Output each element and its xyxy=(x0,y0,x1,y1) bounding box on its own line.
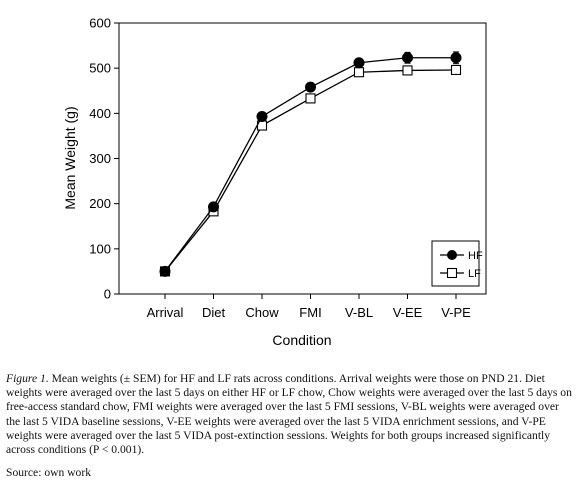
x-axis: Arrival Diet Chow FMI V-BL V-EE V-PE xyxy=(147,294,471,320)
x-tick-label: Diet xyxy=(202,305,226,320)
legend-box xyxy=(431,240,480,287)
legend-marker-hf xyxy=(447,250,457,260)
y-tick-label: 200 xyxy=(89,196,111,211)
weight-line-chart: 0 100 200 300 400 500 600 Arrival Diet Chow FMI V-… xyxy=(62,16,487,348)
x-tick-label: Chow xyxy=(245,305,279,320)
data-point-hf xyxy=(353,57,365,69)
series-layer xyxy=(159,51,462,277)
legend: HF LF xyxy=(431,240,483,287)
y-tick-label: 300 xyxy=(89,151,111,166)
data-point-hf xyxy=(208,201,219,213)
source-note: Source: own work xyxy=(6,466,92,479)
data-point-hf xyxy=(305,81,316,93)
data-point-hf xyxy=(402,52,413,64)
legend-label-lf: LF xyxy=(468,268,481,280)
legend-marker-lf xyxy=(446,267,458,279)
x-tick-label: V-EE xyxy=(393,305,423,320)
figure-caption: Figure 1. Mean weights (± SEM) for HF an… xyxy=(6,372,574,457)
x-tick-label: V-BL xyxy=(345,305,373,320)
y-axis: 0 100 200 300 400 500 600 xyxy=(89,16,119,302)
y-tick-label: 500 xyxy=(89,61,111,76)
data-point-hf xyxy=(450,52,462,64)
series-hf xyxy=(159,51,462,277)
y-tick-label: 600 xyxy=(89,16,111,31)
plot-frame xyxy=(118,22,487,295)
legend-label-hf: HF xyxy=(468,250,483,262)
x-tick-label: FMI xyxy=(299,305,321,320)
y-axis-label: Mean Weight (g) xyxy=(62,106,78,209)
series-lf xyxy=(159,64,462,277)
caption-text: Mean weights (± SEM) for HF and LF rats … xyxy=(6,372,572,457)
data-point-lf xyxy=(353,67,365,78)
data-point-lf xyxy=(305,93,316,104)
y-tick-label: 400 xyxy=(89,106,111,121)
x-tick-label: Arrival xyxy=(147,305,184,320)
data-point-hf xyxy=(256,110,268,122)
figure-label: Figure 1. xyxy=(6,372,49,385)
x-tick-label: V-PE xyxy=(441,305,471,320)
data-point-lf xyxy=(402,65,413,76)
x-axis-label: Condition xyxy=(272,332,331,348)
data-point-hf xyxy=(159,265,171,277)
data-point-lf xyxy=(450,64,462,76)
y-tick-label: 100 xyxy=(89,241,111,256)
y-tick-label: 0 xyxy=(104,287,111,302)
